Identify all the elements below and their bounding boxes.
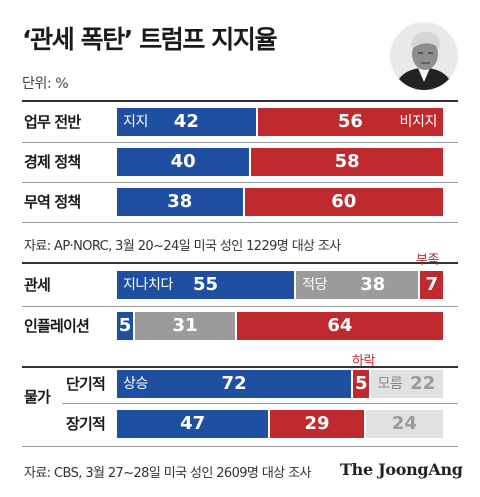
bar-segment-decrease [353,370,370,398]
bar-segment-decrease [270,410,364,438]
data-label: 58 [334,151,360,172]
bar-segment-adequate [296,271,419,299]
legend-label-excessive: 지나치다 [123,277,173,293]
data-label: 40 [170,151,196,172]
data-label: 64 [327,315,353,336]
bar-segment-approve [117,108,256,136]
data-label: 56 [337,111,363,132]
brand-logo: The JoongAng [340,460,463,479]
data-label: 31 [172,315,198,336]
data-label: 29 [304,413,330,434]
callout-insufficient: 부족 [416,253,439,268]
row-divider [22,222,458,223]
bar-short-term: 상승 72 5 모름 22 [117,370,443,398]
bar-tariff: 지나치다 55 적당 38 7 [117,271,443,299]
section-divider [22,100,458,102]
bar-segment-excessive [117,271,295,299]
data-label: 38 [360,274,386,295]
section-divider [22,262,458,264]
section-divider [22,446,458,447]
data-label: 60 [331,191,357,212]
data-label: 5 [118,315,132,336]
chart-title: ‘관세 폭탄’ 트럼프 지지율 [22,25,278,54]
row-label-short-term: 단기적 [66,375,106,393]
bar-segment-disapprove [251,148,443,176]
bar-economy: 40 58 [117,148,443,176]
bar-segment-adequate [135,312,235,340]
group-label-prices: 물가 [24,388,51,406]
row-label-overall: 업무 전반 [24,113,81,131]
legend-label-disapprove: 비지지 [399,114,438,130]
bar-segment-disapprove [257,108,443,136]
row-divider [62,403,458,404]
source-note-ap: 자료: AP·NORC, 3월 20~24일 미국 성인 1229명 대상 조사 [24,239,341,254]
row-divider [22,182,458,183]
data-label: 24 [391,413,417,434]
data-label: 38 [167,191,193,212]
bar-segment-disapprove [244,188,443,216]
row-label-inflation: 인플레이션 [24,317,90,335]
data-label: 42 [173,111,199,132]
row-label-tariff: 관세 [24,276,51,294]
legend-label-adequate: 적당 [302,277,328,293]
row-label-economy: 경제 정책 [24,153,81,171]
data-label: 72 [221,373,247,394]
bar-segment-excessive [117,312,134,340]
legend-label-increase: 상승 [123,376,148,392]
bar-overall: 지지 42 56 비지지 [117,108,443,136]
bar-segment-approve [117,188,243,216]
bar-segment-unknown [365,410,443,438]
bar-segment-increase [117,370,352,398]
section-divider [22,366,458,368]
data-label: 22 [410,373,436,394]
data-label: 47 [180,413,206,434]
callout-decrease: 하락 [352,354,375,369]
bar-segment-increase [117,410,269,438]
row-label-long-term: 장기적 [66,415,106,433]
data-label: 7 [425,274,438,295]
row-divider [22,142,458,143]
row-divider [22,306,458,307]
legend-label-approve: 지지 [123,114,148,130]
bar-segment-insufficient [420,271,443,299]
row-label-trade: 무역 정책 [24,193,81,211]
bar-segment-insufficient [236,312,443,340]
bar-inflation: 5 31 64 [117,312,443,340]
bar-segment-approve [117,148,250,176]
source-note-cbs: 자료: CBS, 3월 27~28일 미국 성인 2609명 대상 조사 [24,466,311,481]
bar-segment-unknown [371,370,443,398]
trump-portrait-image [390,22,458,90]
bar-trade: 38 60 [117,188,443,216]
data-label: 5 [355,373,368,394]
unit-label: 단위: % [22,76,69,92]
legend-label-unknown: 모름 [377,376,403,392]
data-label: 55 [193,274,219,295]
bar-long-term: 47 29 24 [117,410,443,438]
